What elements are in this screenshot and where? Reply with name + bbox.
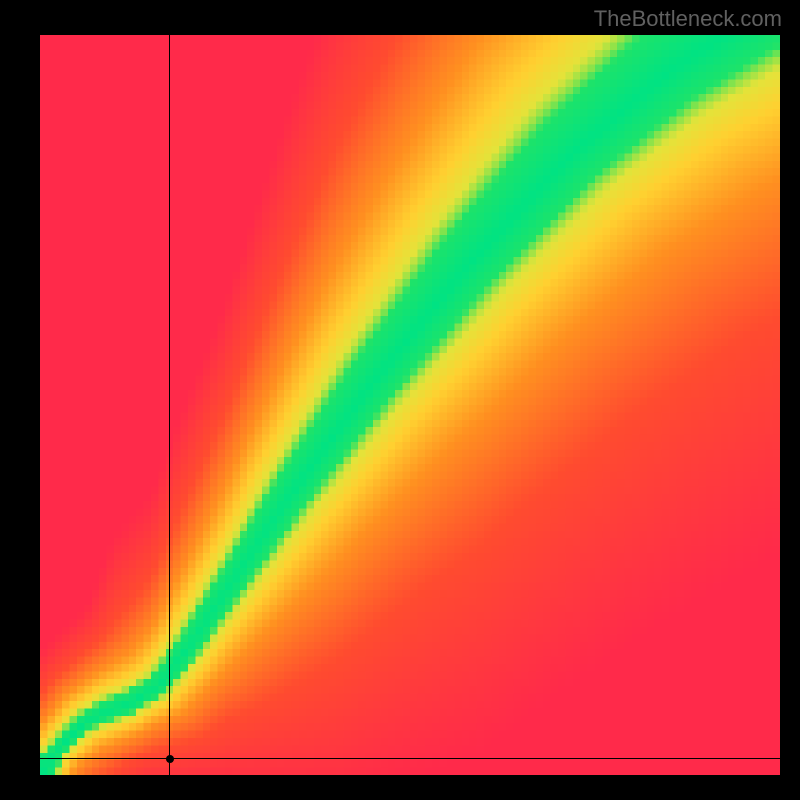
crosshair-vertical	[169, 35, 170, 775]
crosshair-marker	[166, 755, 174, 763]
crosshair-horizontal	[40, 758, 780, 759]
watermark-text: TheBottleneck.com	[594, 6, 782, 32]
chart-container: TheBottleneck.com	[0, 0, 800, 800]
heatmap-canvas	[40, 35, 780, 775]
heatmap-plot	[40, 35, 780, 775]
